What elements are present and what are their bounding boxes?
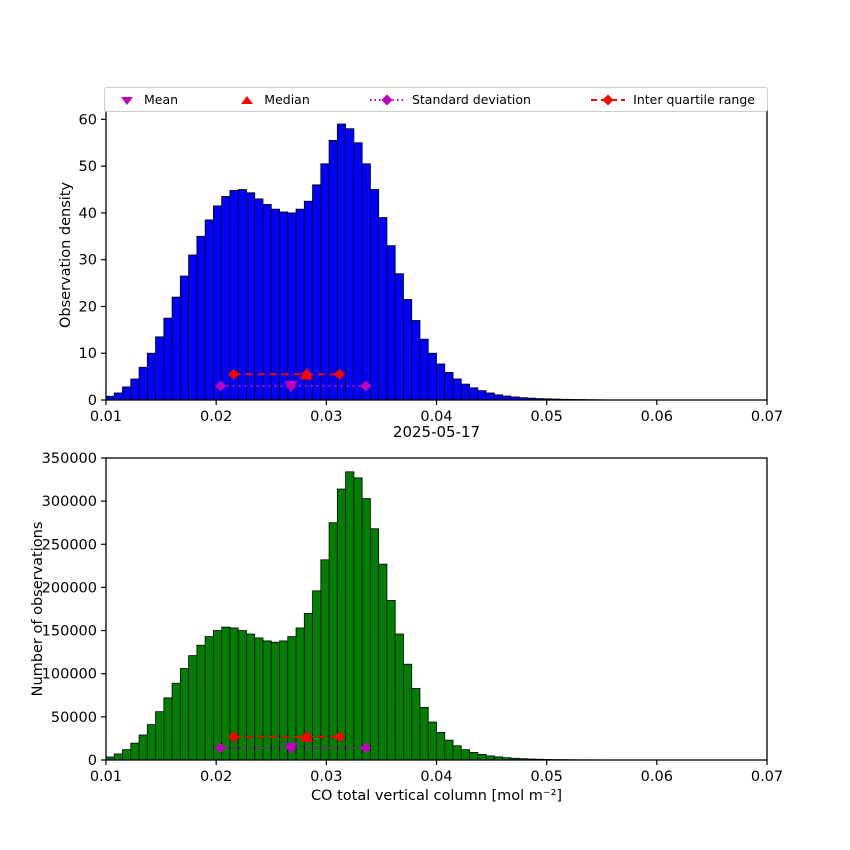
svg-text:0.05: 0.05 <box>531 769 563 785</box>
svg-text:60: 60 <box>79 112 97 128</box>
histogram-bars <box>105 471 603 761</box>
histogram-density-panel: 0.01 0.02 0.03 0.04 0.05 0.06 0.07 0 10 20 30 40 50 6… <box>58 109 783 425</box>
svg-text:200000: 200000 <box>42 580 97 596</box>
svg-text:0.02: 0.02 <box>200 409 232 425</box>
mean-triangle-down-icon <box>121 96 133 105</box>
svg-text:250000: 250000 <box>42 537 97 553</box>
median-triangle-up-icon <box>241 95 254 104</box>
x-axis: 0.01 0.02 0.03 0.04 0.05 0.06 0.07 <box>90 400 783 425</box>
plot-title: 2025-05-17 <box>392 423 481 441</box>
median-marker <box>300 730 314 742</box>
svg-text:0.02: 0.02 <box>200 769 232 785</box>
svg-text:0: 0 <box>88 753 97 769</box>
mean-marker <box>284 742 298 755</box>
svg-text:20: 20 <box>79 299 97 315</box>
histogram-bars <box>105 123 603 401</box>
legend-label-mean: Mean <box>144 92 179 107</box>
svg-text:150000: 150000 <box>42 624 97 640</box>
legend-item-mean: Mean <box>117 92 178 107</box>
legend-item-iqr: Inter quartile range <box>590 92 755 107</box>
svg-text:0.07: 0.07 <box>751 409 783 425</box>
svg-text:350000: 350000 <box>42 451 97 467</box>
standard-deviation-diamond-icon <box>369 94 404 105</box>
legend-label-median: Median <box>264 92 310 107</box>
y-axis-label: Observation density <box>58 182 74 328</box>
y-axis: 0 10 20 30 40 50 60 <box>79 112 106 409</box>
legend-label-iqr: Inter quartile range <box>633 92 755 107</box>
legend-label-std: Standard deviation <box>411 92 531 107</box>
svg-text:0.05: 0.05 <box>531 409 563 425</box>
svg-text:0.03: 0.03 <box>310 409 342 425</box>
legend: Mean Median Standard deviation Inter qua… <box>104 87 768 112</box>
legend-item-std: Standard deviation <box>369 92 531 107</box>
inter-quartile-range-diamond-icon <box>591 94 626 105</box>
svg-text:300000: 300000 <box>42 494 97 510</box>
svg-text:50: 50 <box>79 159 97 175</box>
svg-text:0.04: 0.04 <box>420 769 452 785</box>
svg-text:0.01: 0.01 <box>90 409 122 425</box>
svg-text:0.03: 0.03 <box>310 769 342 785</box>
y-axis-label: Number of observations <box>30 522 46 697</box>
x-axis-label: CO total vertical column [mol m⁻²] <box>310 788 563 804</box>
legend-item-median: Median <box>237 92 310 107</box>
svg-text:10: 10 <box>79 346 97 362</box>
svg-text:0.06: 0.06 <box>641 409 673 425</box>
histogram-counts-panel: 0.01 0.02 0.03 0.04 0.05 0.06 0.07 0 50000 100000… <box>30 451 783 785</box>
svg-text:0.04: 0.04 <box>420 409 452 425</box>
svg-text:0.06: 0.06 <box>641 769 673 785</box>
svg-text:50000: 50000 <box>51 710 97 726</box>
svg-text:0: 0 <box>88 393 97 409</box>
svg-text:30: 30 <box>79 253 97 269</box>
svg-text:0.07: 0.07 <box>751 769 783 785</box>
svg-text:0.01: 0.01 <box>90 769 122 785</box>
mean-marker <box>284 380 298 393</box>
x-axis: 0.01 0.02 0.03 0.04 0.05 0.06 0.07 <box>90 760 783 785</box>
median-marker <box>300 367 314 380</box>
svg-text:100000: 100000 <box>42 667 97 683</box>
y-axis: 0 50000 100000 150000 200000 250000 300000 3500… <box>42 451 106 769</box>
svg-text:40: 40 <box>79 206 97 222</box>
